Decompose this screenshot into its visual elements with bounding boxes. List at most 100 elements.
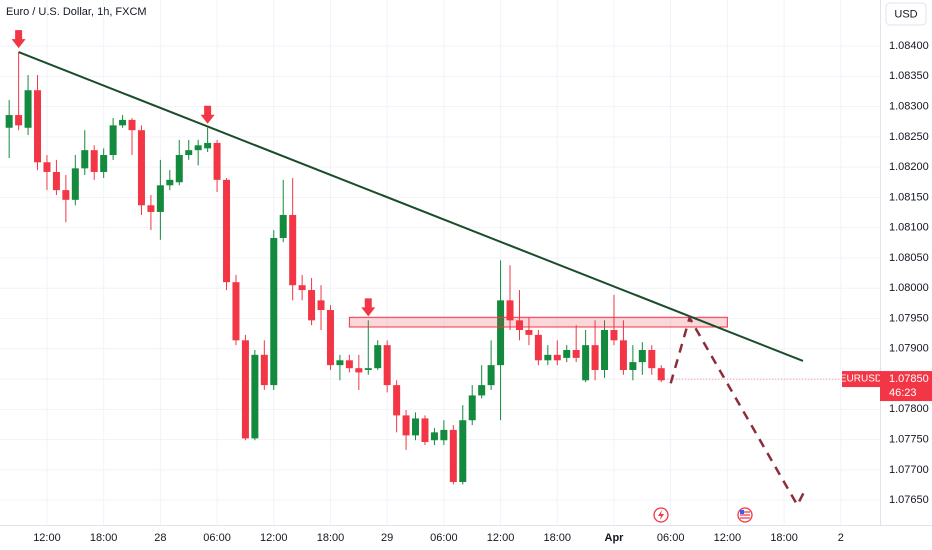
x-tick-label: 29: [381, 532, 393, 544]
y-tick-label: 1.08300: [889, 100, 929, 112]
x-tick-label: 18:00: [770, 532, 798, 544]
x-tick-label: 18:00: [90, 532, 118, 544]
down-arrow: [200, 105, 215, 124]
candle-body: [487, 365, 495, 386]
x-tick-label: 06:00: [430, 532, 458, 544]
candle-body: [506, 300, 514, 321]
y-tick-label: 1.07800: [889, 403, 929, 415]
candle-body: [317, 300, 325, 311]
symbol-box: [842, 371, 880, 388]
candle-body: [430, 432, 438, 441]
candle-body: [572, 350, 580, 358]
candle-body: [629, 362, 637, 370]
candle-body: [147, 205, 155, 212]
candle-body: [459, 420, 467, 483]
candle-body: [619, 340, 627, 370]
candle-body: [137, 130, 145, 206]
y-tick-label: 1.08250: [889, 131, 929, 143]
candle-body: [90, 150, 98, 172]
candle-body: [468, 395, 476, 421]
candle-body: [563, 350, 571, 358]
x-tick-label: 06:00: [203, 532, 231, 544]
price-box: [880, 371, 932, 402]
currency-button[interactable]: [885, 2, 927, 26]
y-tick-label: 1.08350: [889, 70, 929, 82]
candle-body: [544, 354, 552, 361]
candle-body: [326, 310, 334, 366]
candle-body: [383, 345, 391, 386]
candle-body: [402, 415, 410, 436]
x-tick-label: 28: [154, 532, 166, 544]
candle-body: [412, 418, 420, 436]
x-tick-label: 12:00: [33, 532, 61, 544]
candle-body: [270, 237, 278, 386]
candle-body: [601, 330, 609, 370]
icon-us-flag[interactable]: [737, 507, 753, 523]
y-tick-label: 1.08050: [889, 252, 929, 264]
projection-path: [669, 314, 806, 508]
candle-body: [308, 290, 316, 321]
candle-body: [279, 214, 287, 238]
x-tick-label: 2: [838, 532, 844, 544]
candle-body: [421, 418, 429, 443]
candle-body: [355, 368, 363, 373]
x-tick-label: 06:00: [657, 532, 685, 544]
y-tick-label: 1.07750: [889, 434, 929, 446]
y-tick-label: 1.08400: [889, 40, 929, 52]
countdown-label: 46:23: [889, 387, 917, 399]
candle-body: [241, 340, 249, 439]
candle-body: [515, 320, 523, 331]
candle-body: [185, 150, 193, 156]
candle-body: [336, 360, 344, 366]
currency-label[interactable]: USD: [894, 8, 917, 20]
icon-flash[interactable]: [653, 507, 669, 523]
candle-body: [213, 142, 221, 180]
y-tick-label: 1.08150: [889, 191, 929, 203]
y-tick-label: 1.08200: [889, 161, 929, 173]
y-tick-label: 1.07700: [889, 464, 929, 476]
resistance-zone: [348, 316, 728, 328]
y-tick-label: 1.08100: [889, 222, 929, 234]
symbol-label: EURUSD: [840, 374, 882, 385]
candle-body: [374, 345, 382, 369]
candle-body: [166, 179, 174, 186]
candle-body: [525, 330, 533, 335]
candle-body: [175, 155, 183, 183]
x-tick-label: 12:00: [487, 532, 515, 544]
icon-canton[interactable]: [740, 510, 744, 514]
candle-body: [497, 300, 505, 366]
candle-body: [478, 385, 486, 396]
candle-body: [62, 190, 70, 200]
candle-body: [5, 115, 13, 128]
candle-body: [204, 142, 212, 149]
candle-body: [81, 150, 89, 169]
candle-body: [591, 345, 599, 370]
candle-body: [657, 368, 665, 381]
candle-body: [610, 330, 618, 341]
candle-body: [109, 125, 117, 156]
candle-body: [24, 90, 32, 128]
candle-body: [298, 285, 306, 291]
x-tick-label: 18:00: [544, 532, 572, 544]
trendline: [18, 51, 804, 362]
candle-body: [260, 354, 268, 386]
down-arrow: [361, 298, 376, 317]
candle-body: [119, 119, 127, 126]
x-tick-label: 12:00: [714, 532, 742, 544]
candle-body: [43, 162, 51, 172]
candle-body: [194, 145, 202, 151]
y-tick-label: 1.07900: [889, 343, 929, 355]
candle-body: [345, 360, 353, 369]
x-tick-label: 18:00: [317, 532, 345, 544]
icon-bolt[interactable]: [658, 510, 664, 520]
candle-body: [638, 350, 646, 363]
candle-body: [534, 334, 542, 361]
candle-body: [449, 429, 457, 483]
candle-body: [71, 168, 79, 200]
candle-body: [289, 214, 297, 286]
candle-body: [553, 354, 561, 361]
candle-body: [100, 155, 108, 172]
